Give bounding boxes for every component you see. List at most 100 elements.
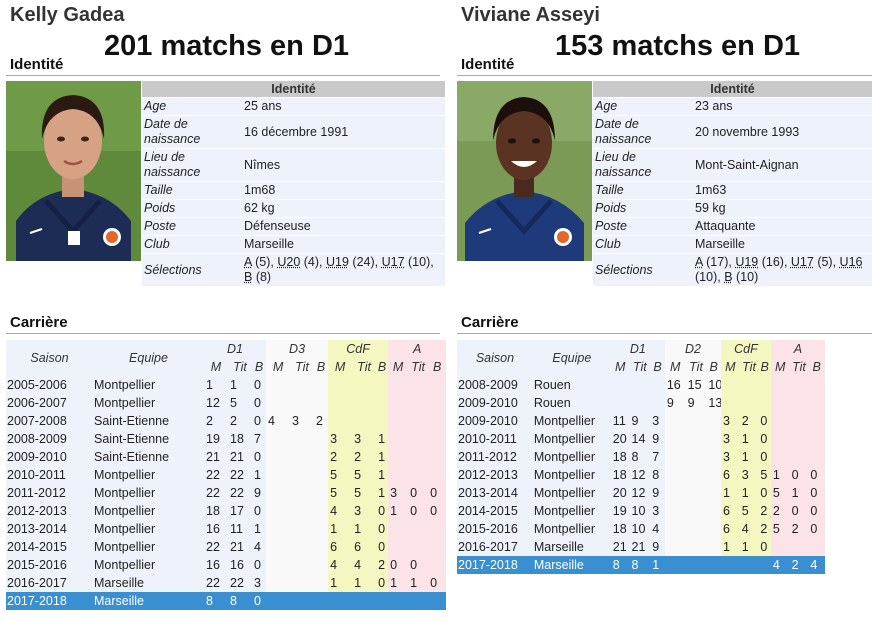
stat-cell — [758, 394, 771, 412]
team-cell[interactable]: Saint-Etienne — [93, 412, 204, 430]
season-cell: 2009-2010 — [457, 412, 533, 430]
team-cell[interactable]: Montpellier — [93, 538, 204, 556]
selection-link[interactable]: U19 — [735, 255, 759, 269]
column-subheader: B — [758, 358, 771, 376]
team-cell[interactable]: Montpellier — [93, 520, 204, 538]
team-cell[interactable]: Montpellier — [93, 484, 204, 502]
stat-cell: 6 — [721, 466, 740, 484]
team-cell[interactable]: Rouen — [532, 376, 611, 394]
infobox-value: Nîmes — [242, 148, 445, 182]
stat-cell: 1 — [376, 448, 389, 466]
stat-cell — [266, 430, 291, 448]
stat-cell — [664, 520, 686, 538]
stat-cell: 4 — [808, 556, 825, 574]
table-row: 2017-2018 Marseille 8 8 0 — [6, 592, 447, 610]
team-cell[interactable]: Marseille — [93, 574, 204, 592]
stat-cell: 2 — [789, 556, 809, 574]
stat-cell — [314, 394, 329, 412]
stat-cell — [428, 394, 447, 412]
stat-cell: 22 — [228, 466, 252, 484]
team-cell[interactable]: Montpellier — [532, 520, 611, 538]
team-cell[interactable]: Montpellier — [532, 502, 611, 520]
table-row: 2008-2009 Saint-Etienne 19 18 7 3 3 1 — [6, 430, 447, 448]
table-row: 2016-2017 Marseille 21 21 9 1 1 0 — [457, 538, 825, 556]
team-cell[interactable]: Marseille — [93, 592, 204, 610]
table-row: 2010-2011 Montpellier 20 14 9 3 1 0 — [457, 430, 825, 448]
section-divider — [6, 333, 440, 334]
stat-cell: 9 — [685, 394, 707, 412]
stat-cell: 17 — [228, 502, 252, 520]
stat-cell: 5 — [770, 484, 790, 502]
stat-cell: 10 — [629, 502, 651, 520]
infobox-value[interactable]: Marseille — [242, 235, 445, 254]
infobox-value[interactable]: Marseille — [693, 235, 872, 254]
selection-count: (10), — [695, 270, 725, 284]
stat-cell: 21 — [610, 538, 630, 556]
team-cell[interactable]: Montpellier — [93, 556, 204, 574]
stat-cell: 0 — [808, 466, 825, 484]
stat-cell — [388, 592, 409, 610]
player-photo[interactable] — [6, 81, 141, 261]
stat-cell: 2 — [739, 412, 759, 430]
player-card-kelly-gadea: Kelly Gadea 201 matchs en D1 Identité Id… — [6, 0, 447, 622]
team-cell[interactable]: Rouen — [532, 394, 611, 412]
stat-cell: 5 — [352, 484, 377, 502]
column-subheader: Tit — [290, 358, 315, 376]
stat-cell — [314, 484, 329, 502]
stat-cell: 4 — [328, 556, 353, 574]
stat-cell — [328, 376, 353, 394]
stat-cell: 2 — [758, 520, 771, 538]
stat-cell — [808, 376, 825, 394]
team-cell[interactable]: Montpellier — [93, 502, 204, 520]
stat-cell — [290, 538, 315, 556]
stat-cell — [664, 466, 686, 484]
team-cell[interactable]: Montpellier — [532, 466, 611, 484]
infobox-key: Taille — [593, 181, 693, 200]
stat-cell: 22 — [228, 574, 252, 592]
selection-link[interactable]: A — [244, 255, 252, 269]
team-cell[interactable]: Montpellier — [532, 448, 611, 466]
selection-link[interactable]: U16 — [839, 255, 863, 269]
team-cell[interactable]: Montpellier — [532, 430, 611, 448]
player-photo[interactable] — [457, 81, 592, 261]
team-cell[interactable]: Montpellier — [532, 484, 611, 502]
column-subheader: M — [721, 358, 740, 376]
infobox-value: 59 kg — [693, 199, 872, 218]
identity-section-title: Identité — [10, 56, 64, 73]
stat-cell — [408, 394, 429, 412]
column-subheader: M — [266, 358, 291, 376]
stat-cell — [266, 520, 291, 538]
stat-cell — [428, 520, 447, 538]
team-cell[interactable]: Marseille — [532, 538, 611, 556]
selection-link[interactable]: U17 — [790, 255, 814, 269]
stat-cell: 2 — [376, 556, 389, 574]
column-subheader: Tit — [408, 358, 429, 376]
team-cell[interactable]: Montpellier — [93, 466, 204, 484]
season-cell: 2010-2011 — [6, 466, 93, 484]
selection-link[interactable]: B — [724, 270, 733, 284]
selection-link[interactable]: U17 — [381, 255, 405, 269]
selection-link[interactable]: U20 — [277, 255, 301, 269]
table-row: 2012-2013 Montpellier 18 12 8 6 3 5 1 0 0 — [457, 466, 825, 484]
stat-cell — [352, 394, 377, 412]
team-cell[interactable]: Montpellier — [532, 412, 611, 430]
stat-cell: 5 — [228, 394, 252, 412]
stat-cell: 3 — [721, 448, 740, 466]
team-cell[interactable]: Montpellier — [93, 394, 204, 412]
team-cell[interactable]: Montpellier — [93, 376, 204, 394]
infobox-key: Poste — [593, 217, 693, 236]
selection-link[interactable]: A — [695, 255, 703, 269]
stat-cell — [428, 592, 447, 610]
selection-link[interactable]: U19 — [326, 255, 349, 269]
identity-section-title: Identité — [461, 56, 515, 73]
stat-cell — [266, 466, 291, 484]
stat-cell — [758, 556, 771, 574]
infobox-key: Date de naissance — [593, 115, 693, 149]
team-cell[interactable]: Marseille — [532, 556, 611, 574]
team-cell[interactable]: Saint-Etienne — [93, 448, 204, 466]
table-row: 2009-2010 Montpellier 11 9 3 3 2 0 — [457, 412, 825, 430]
stat-cell: 2 — [328, 448, 353, 466]
selection-link[interactable]: B — [244, 270, 253, 284]
stat-cell — [685, 538, 707, 556]
team-cell[interactable]: Saint-Etienne — [93, 430, 204, 448]
